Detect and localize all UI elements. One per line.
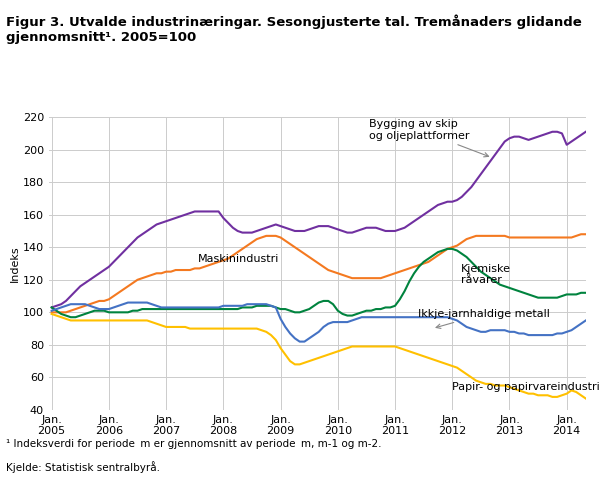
Text: Bygging av skip
og oljeplattformer: Bygging av skip og oljeplattformer [369, 120, 489, 157]
Text: Maskinindustri: Maskinindustri [198, 254, 279, 264]
Text: Kjemiske
råvarer: Kjemiske råvarer [461, 264, 511, 285]
Y-axis label: Indeks: Indeks [10, 245, 20, 282]
Text: Kjelde: Statistisk sentralbyrå.: Kjelde: Statistisk sentralbyrå. [6, 461, 160, 473]
Text: Ikkje-jarnhaldige metall: Ikkje-jarnhaldige metall [418, 309, 550, 328]
Text: ¹ Indeksverdi for periode  m er gjennomsnitt av periode  m, m-1 og m-2.: ¹ Indeksverdi for periode m er gjennomsn… [6, 439, 382, 449]
Text: Papir- og papirvareindustri: Papir- og papirvareindustri [452, 382, 600, 392]
Text: Figur 3. Utvalde industrinæringar. Sesongjusterte tal. Tremånaders glidande
gjen: Figur 3. Utvalde industrinæringar. Seson… [6, 15, 582, 44]
